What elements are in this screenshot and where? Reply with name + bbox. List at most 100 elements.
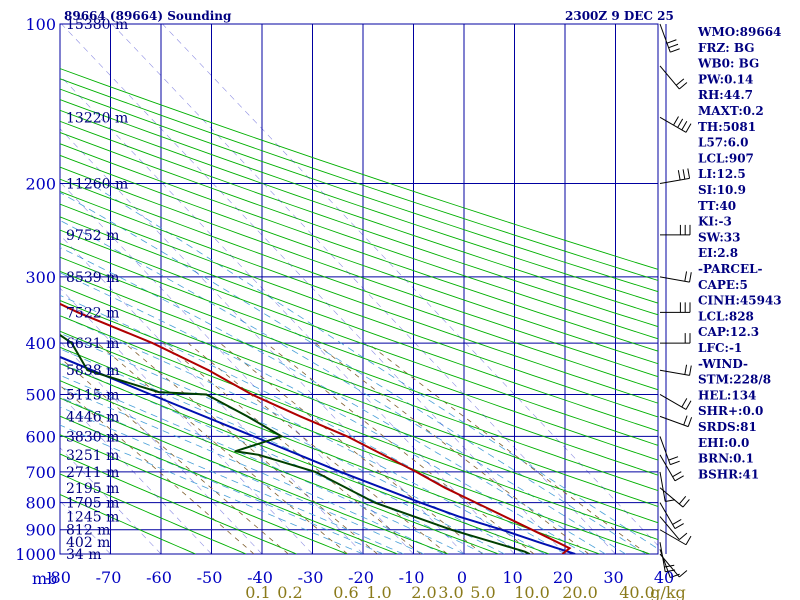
dry-adiabat: [60, 434, 348, 554]
stat-line: SI:10.9: [698, 183, 746, 197]
moist-adiabat: [60, 272, 586, 554]
temperature-tick-label: -60: [146, 568, 172, 587]
parcel-trace-point: [500, 528, 503, 531]
stat-line: EI:2.8: [698, 246, 738, 260]
wind-barb-flag: [678, 532, 688, 540]
wind-barb: [659, 394, 692, 410]
pressure-axis-unit: mb: [32, 569, 57, 588]
stat-line: L57:6.0: [698, 136, 748, 150]
wind-barb: [659, 116, 692, 133]
pressure-tick-label: 100: [25, 15, 56, 34]
stat-line: LCL:828: [698, 309, 754, 323]
stat-line: WMO:89664: [697, 25, 781, 39]
height-label: 6631 m: [66, 336, 119, 352]
moist-adiabat: [60, 386, 444, 554]
stat-line: LFC:-1: [698, 341, 742, 355]
wind-barb-flag: [668, 43, 679, 49]
chart-datetime: 2300Z 9 DEC 25: [565, 9, 674, 23]
stat-line: FRZ: BG: [698, 41, 754, 55]
dewpoint-trace-point: [157, 391, 160, 393]
height-label: 11260 m: [66, 177, 128, 193]
dewpoint-trace-point: [528, 553, 531, 554]
wind-barb-flag: [682, 499, 690, 508]
mixing-ratio-label: 2.0: [411, 583, 436, 600]
mixing-ratio-line: [367, 342, 648, 554]
stat-line: -WIND-: [698, 357, 748, 371]
temperature-trace-point: [77, 311, 79, 314]
parcel-trace-point: [574, 553, 576, 554]
stat-line: TT:40: [698, 199, 736, 213]
wind-barb-flag: [685, 535, 692, 545]
wind-barb: [659, 364, 692, 376]
wind-barb-flag: [675, 78, 685, 86]
stat-line: TH:5081: [698, 120, 756, 134]
stat-line: CINH:45943: [698, 294, 782, 308]
wind-barb-flag: [677, 170, 681, 181]
wind-barb-flag: [672, 519, 682, 525]
temperature-tick-label: 10: [502, 568, 522, 587]
wind-barb-flag: [672, 471, 682, 478]
wind-barb-shaft: [659, 177, 690, 185]
wind-barb: [659, 542, 676, 573]
isotherm-line: [61, 24, 566, 554]
isotherm-line: [60, 181, 414, 554]
temperature-trace-point: [299, 415, 302, 418]
wind-barb-flag: [678, 495, 687, 505]
wind-barb-flag: [683, 415, 688, 426]
moist-adiabat: [89, 183, 658, 550]
mixing-ratio-label: 5.0: [470, 583, 495, 600]
wind-barb: [659, 271, 692, 283]
height-label: 7522 m: [66, 305, 119, 321]
stat-line: KI:-3: [698, 215, 732, 229]
dry-adiabat: [60, 166, 658, 378]
temperature-trace-point: [561, 553, 564, 554]
pressure-tick-label: 200: [25, 175, 56, 194]
height-label: 1245 m: [66, 510, 119, 526]
isotherm-line: [60, 447, 162, 554]
wind-barb: [659, 529, 692, 546]
parcel-trace-point: [537, 541, 540, 543]
wind-barb-flag: [668, 456, 679, 461]
wind-barb-flag: [689, 365, 692, 376]
dry-adiabat: [60, 415, 398, 554]
dry-adiabat: [60, 229, 658, 446]
temperature-trace-point: [251, 393, 253, 396]
wind-barb: [659, 436, 680, 466]
mixing-ratio-line: [219, 342, 484, 554]
wind-barb-flag: [666, 39, 677, 44]
wind-barb-flag: [664, 564, 675, 568]
dry-adiabats: [60, 68, 658, 554]
wind-barb: [660, 333, 691, 344]
wind-barb-flag: [670, 460, 680, 466]
pressure-tick-label: 300: [25, 268, 56, 287]
grid: [59, 23, 667, 555]
wind-barb: [659, 415, 693, 428]
moist-adiabat: [60, 192, 647, 554]
parcel-trace-point: [458, 515, 460, 518]
wind-barb: [659, 516, 688, 540]
chart-title: 89664 (89664) Sounding: [64, 9, 232, 23]
dewpoint-trace-point: [280, 435, 283, 438]
dry-adiabat: [60, 330, 651, 554]
dry-adiabat: [60, 473, 247, 554]
wind-barb: [660, 224, 691, 236]
dry-adiabat: [60, 99, 658, 304]
dry-adiabat: [60, 88, 658, 293]
temperature-tick-label: -10: [399, 568, 425, 587]
height-label: 812 m: [66, 523, 110, 539]
height-label: 1705 m: [66, 496, 119, 512]
height-label: 8539 m: [66, 270, 119, 286]
wind-barb-flag: [670, 573, 680, 579]
pressure-tick-label: 900: [25, 521, 56, 540]
mixing-ratio-line: [60, 384, 255, 554]
stat-line: CAPE:5: [698, 278, 748, 292]
parcel-trace-point: [419, 501, 422, 504]
isotherm-line: [111, 24, 616, 554]
isotherm-line: [60, 394, 212, 554]
dry-adiabat: [60, 397, 449, 554]
mixing-ratio-label: 1.0: [366, 583, 391, 600]
wind-barb-flag: [685, 400, 692, 410]
stat-line: HEL:134: [698, 388, 756, 402]
height-label: 9752 m: [66, 228, 119, 244]
